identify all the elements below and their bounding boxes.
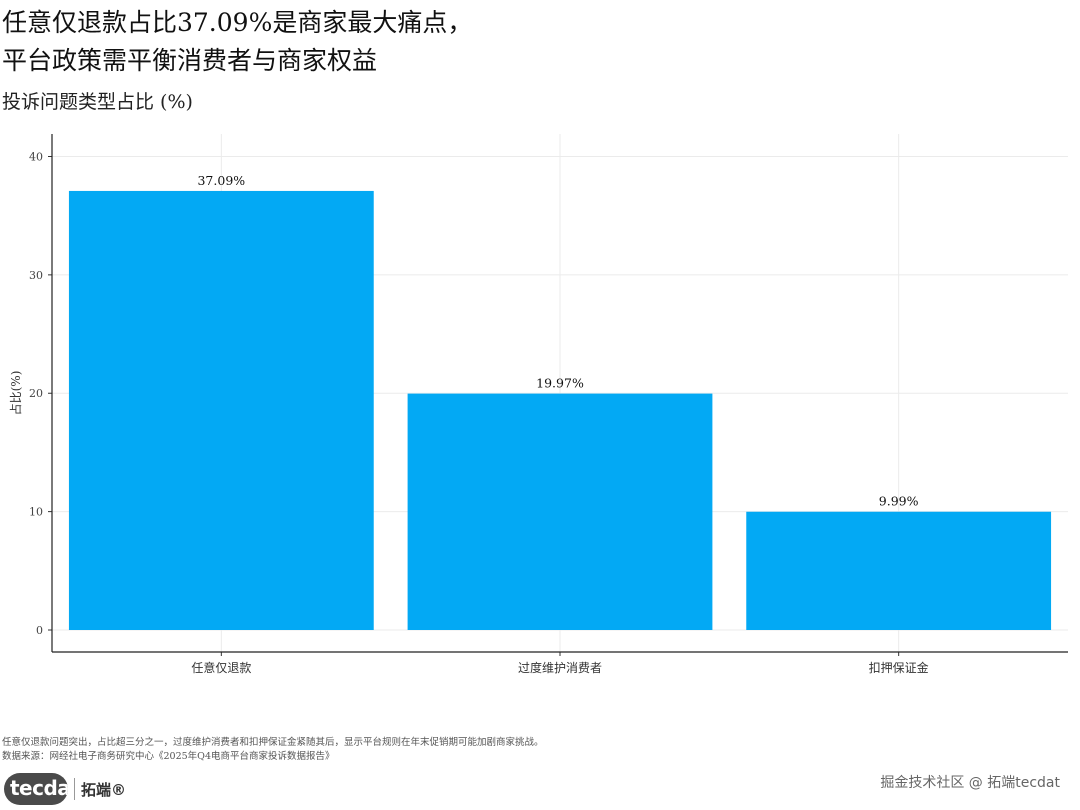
- logo-mark-icon: tecdat: [4, 773, 68, 805]
- caption-source: 数据来源：网经社电子商务研究中心《2025年Q4电商平台商家投诉数据报告》: [2, 751, 335, 762]
- y-tick-label: 40: [29, 150, 43, 163]
- y-tick-label: 30: [29, 269, 43, 282]
- data-labels: 37.09% 19.97% 9.99%: [197, 173, 918, 509]
- y-tick-label: 10: [29, 506, 43, 519]
- chart-subtitle: 投诉问题类型占比 (%): [2, 91, 193, 113]
- brand-logo: tecdat 拓端®: [4, 772, 126, 806]
- chart-caption: 任意仅退款问题突出，占比超三分之一，过度维护消费者和扣押保证金紧随其后，显示平台…: [2, 736, 544, 764]
- x-tick-label: 任意仅退款: [191, 660, 251, 675]
- x-tick-label: 过度维护消费者: [518, 660, 602, 675]
- bar: [68, 190, 374, 630]
- bar-data-label: 37.09%: [197, 173, 245, 188]
- bar: [746, 511, 1052, 630]
- axes: 0 10 20 30 40 任意仅退款 过度维护消费者 扣押保证金 占比(%): [8, 134, 1068, 675]
- bar: [407, 393, 713, 630]
- y-tick-label: 0: [36, 624, 43, 637]
- bar-chart: 0 10 20 30 40 任意仅退款 过度维护消费者 扣押保证金 占比(%) 37.09% 19…: [8, 134, 1068, 675]
- watermark: 掘金技术社区 @ 拓端tecdat: [880, 775, 1060, 791]
- x-tick-label: 扣押保证金: [869, 660, 929, 675]
- caption-note: 任意仅退款问题突出，占比超三分之一，过度维护消费者和扣押保证金紧随其后，显示平台…: [2, 737, 544, 748]
- bar-data-label: 19.97%: [536, 376, 584, 391]
- logo-cn-text: 拓端®: [81, 780, 127, 799]
- y-axis-title: 占比(%): [8, 371, 23, 416]
- y-tick-label: 20: [29, 387, 43, 400]
- bars: [68, 190, 1052, 630]
- logo-divider: [74, 778, 75, 800]
- chart-title: 任意仅退款占比37.09%是商家最大痛点， 平台政策需平衡消费者与商家权益: [2, 8, 473, 75]
- logo-text: tecdat: [10, 776, 68, 800]
- bar-data-label: 9.99%: [879, 494, 919, 509]
